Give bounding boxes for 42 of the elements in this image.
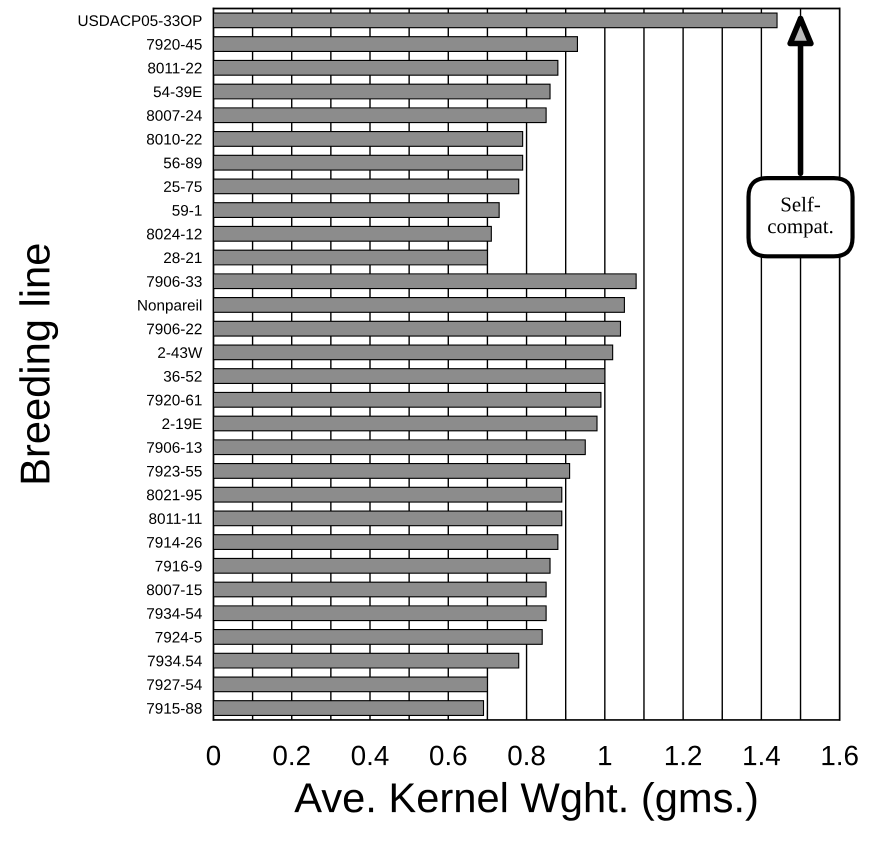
y-tick-label: 2-43W <box>158 347 202 358</box>
y-tick-label: 7906-22 <box>147 324 202 334</box>
x-tick-label: 0.4 <box>352 746 388 766</box>
y-tick-label: 7906-33 <box>147 276 202 287</box>
x-tick-label: 0 <box>206 746 220 766</box>
x-tick-label: 1.6 <box>822 746 858 766</box>
y-tick-label: 8011-22 <box>148 62 202 74</box>
y-tick-label: 59-1 <box>172 204 202 216</box>
y-tick-label: USDACP05-33OP <box>78 15 202 26</box>
y-tick-label: 7924-5 <box>156 632 202 643</box>
x-tick-label: 0.6 <box>430 746 466 766</box>
y-tick-label: 8007-24 <box>146 110 202 121</box>
y-tick-label: 54-39E <box>154 86 202 98</box>
x-tick-label: 1.2 <box>666 746 702 766</box>
y-tick-label: 7923-55 <box>147 466 202 477</box>
y-tick-label: 7914-26 <box>147 536 202 548</box>
x-tick-label: 1.4 <box>744 746 780 766</box>
y-tick-label: 28-21 <box>164 252 202 264</box>
y-tick-label: 36-52 <box>164 370 202 382</box>
y-tick-label: 25-75 <box>164 181 202 192</box>
y-tick-label: 2-19E <box>162 418 202 430</box>
y-tick-label: 7916-9 <box>156 560 202 572</box>
y-tick-label: 7934.54 <box>148 656 202 666</box>
y-axis-title: Breeding line <box>19 244 58 482</box>
y-tick-label: 7920-61 <box>147 394 202 406</box>
y-tick-label: 8011-11 <box>149 513 202 524</box>
x-tick-label: 1 <box>599 746 612 766</box>
y-tick-label: Nonpareil <box>138 299 202 314</box>
y-tick-label: 7915-88 <box>147 702 202 714</box>
y-tick-label: 7920-45 <box>147 38 202 50</box>
y-tick-label: 8010-22 <box>146 134 202 145</box>
y-tick-label: 8024-12 <box>146 228 202 240</box>
annotation: Self- compat. <box>768 196 832 238</box>
x-tick-label: 0.2 <box>274 746 310 766</box>
y-tick-label: 7927-54 <box>147 679 202 690</box>
y-tick-label: 7934-54 <box>147 608 202 619</box>
x-axis-title: Ave. Kernel Wght. (gms.) <box>294 782 756 821</box>
x-tick-label: 0.8 <box>508 746 545 766</box>
y-tick-label: 8021-95 <box>146 490 202 500</box>
y-tick-label: 7906-13 <box>147 442 202 453</box>
y-tick-label: 56-89 <box>164 158 202 168</box>
y-tick-label: 8007-15 <box>146 584 202 596</box>
